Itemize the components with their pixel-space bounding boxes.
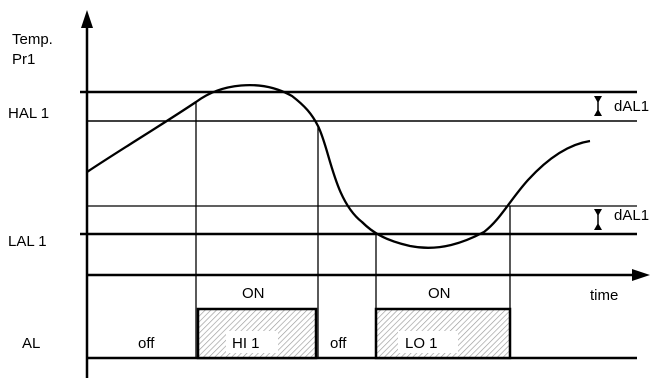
segment-off-2: off <box>330 335 347 352</box>
segment-lo1: LO 1 <box>405 335 438 352</box>
time-axis-arrow-icon <box>632 269 650 281</box>
lal-label: LAL 1 <box>8 233 47 250</box>
al-row-label: AL <box>22 335 40 352</box>
y-axis-label-temp: Temp. <box>12 31 53 48</box>
y-axis-arrow-icon <box>81 10 93 28</box>
dal-upper-label: dAL1 <box>614 98 649 115</box>
dal-lower-arrow-up-icon <box>594 223 602 230</box>
segment-hi1: HI 1 <box>232 335 260 352</box>
temperature-curve <box>86 84 591 249</box>
dal-lower-label: dAL1 <box>614 207 649 224</box>
dal-lower-arrow-down-icon <box>594 209 602 216</box>
on-label-1: ON <box>242 285 265 302</box>
dal-upper-arrow-down-icon <box>594 96 602 103</box>
dal-upper-arrow-up-icon <box>594 109 602 116</box>
time-axis-label: time <box>590 287 618 304</box>
on-label-2: ON <box>428 285 451 302</box>
y-axis-label-pr1: Pr1 <box>12 51 35 68</box>
hal-label: HAL 1 <box>8 105 49 122</box>
segment-off-1: off <box>138 335 155 352</box>
